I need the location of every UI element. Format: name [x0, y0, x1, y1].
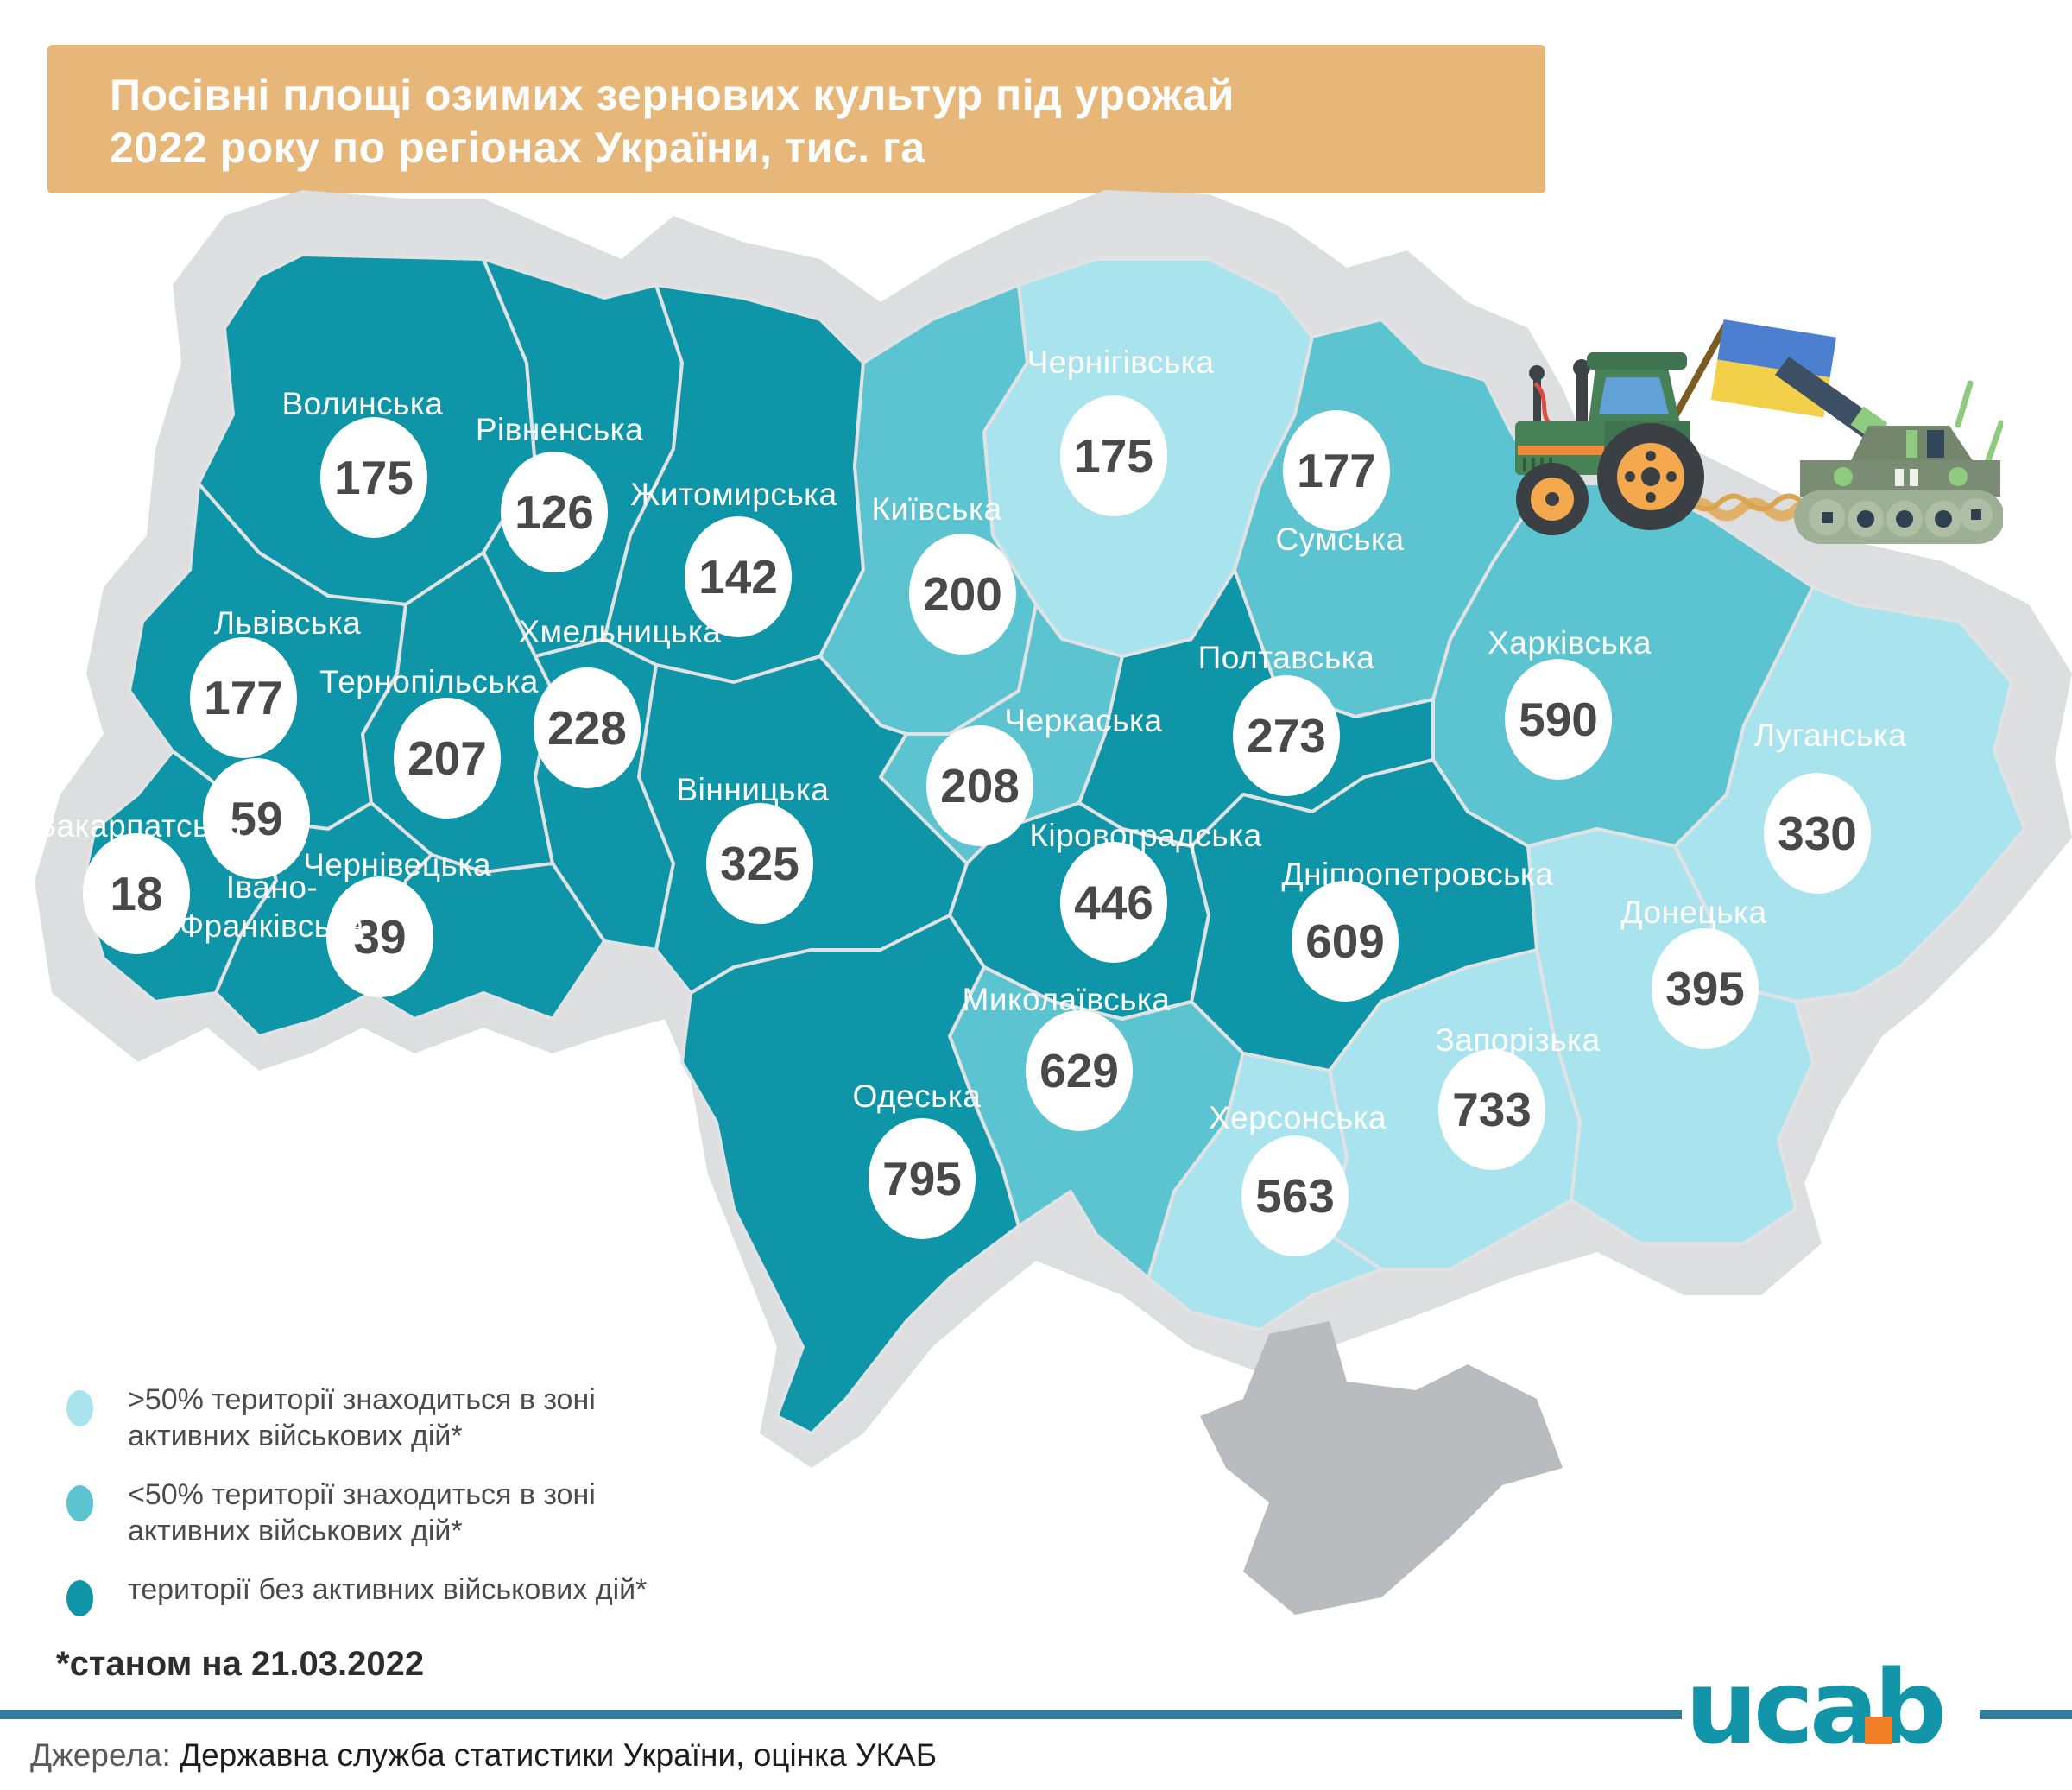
region-label: Вінницька: [676, 772, 830, 807]
legend-text: <50% території знаходиться в зоні активн…: [128, 1478, 596, 1547]
region-label: Полтавська: [1197, 640, 1375, 675]
region-value: 177: [1297, 444, 1376, 497]
legend-swatch-light-icon: [66, 1390, 93, 1426]
legend-swatch-dark-icon: [66, 1580, 93, 1616]
region-label: Житомирська: [630, 477, 837, 512]
region-value-badge: 228: [534, 667, 641, 788]
region-value-badge: 330: [1764, 773, 1871, 894]
region-value: 330: [1778, 806, 1857, 860]
region-value-badge: 126: [501, 452, 608, 572]
region-value: 795: [882, 1152, 962, 1205]
region-value-badge: 590: [1505, 659, 1612, 780]
region-value: 228: [547, 701, 627, 755]
region-label: Рівненська: [475, 412, 644, 447]
region-value: 126: [515, 485, 594, 539]
region-label: Закарпатська: [36, 808, 243, 844]
region-label: Івано-Франківська: [179, 870, 365, 944]
region-value-badge: 18: [83, 833, 190, 954]
region-value: 59: [230, 792, 283, 845]
region-label: Херсонська: [1208, 1100, 1387, 1135]
region-shape-odeska: [680, 914, 1020, 1435]
source-line: Джерела: Державна служба статистики Укра…: [30, 1737, 937, 1774]
region-value: 733: [1452, 1083, 1532, 1136]
region-value: 200: [923, 567, 1002, 621]
ucab-logo-text: ucab: [1685, 1648, 1947, 1767]
page-title-line1: Посівні площі озимих зернових культур пі…: [110, 71, 1235, 119]
region-value: 629: [1039, 1044, 1119, 1097]
legend-swatch-medium-icon: [66, 1485, 93, 1521]
region-label: Чернівецька: [303, 847, 491, 882]
region-value-badge: 142: [685, 516, 792, 637]
region-label: Миколаївська: [962, 982, 1171, 1017]
region-value: 39: [353, 910, 407, 964]
region-value-badge: 59: [203, 758, 310, 879]
region-value-badge: 208: [926, 725, 1033, 846]
footer-divider: [0, 1710, 2072, 1719]
region-value: 609: [1305, 914, 1385, 968]
region-value-badge: 446: [1060, 842, 1167, 963]
region-label: Одеська: [852, 1078, 982, 1114]
region-value: 395: [1665, 962, 1745, 1015]
region-label: Кіровоградська: [1029, 818, 1262, 853]
region-value: 18: [110, 867, 163, 920]
region-value-badge: 273: [1233, 675, 1340, 796]
title-band: Посівні площі озимих зернових культур пі…: [47, 45, 1545, 193]
legend-item-more50: >50% території знаходиться в зоні активн…: [66, 1382, 843, 1454]
region-value: 325: [720, 837, 799, 890]
region-value-badge: 795: [869, 1118, 976, 1239]
region-label: Луганська: [1753, 718, 1907, 753]
source-text: Державна служба статистики України, оцін…: [170, 1737, 937, 1773]
ukraine-flag-icon: [1668, 319, 1837, 427]
region-label: Черкаська: [1004, 703, 1163, 738]
source-label: Джерела:: [30, 1737, 171, 1773]
region-value: 207: [407, 731, 487, 785]
ucab-logo: ucab: [1682, 1648, 1980, 1772]
region-value: 446: [1074, 876, 1153, 929]
legend-text: території без активних військових дій*: [128, 1573, 648, 1606]
region-value: 142: [698, 550, 778, 604]
region-value-badge: 207: [394, 698, 501, 819]
region-value-badge: 39: [326, 876, 433, 997]
region-label: Тернопільська: [319, 664, 539, 699]
region-value: 563: [1255, 1169, 1335, 1223]
region-value-badge: 563: [1241, 1135, 1349, 1256]
ucab-logo-orange-square-icon: [1865, 1717, 1892, 1744]
region-label: Львівська: [213, 605, 362, 641]
region-label: Чернігівська: [1027, 345, 1215, 380]
region-label: Волинська: [281, 386, 444, 421]
tractor-tank-illustration: [1515, 319, 2003, 544]
region-value-badge: 177: [1283, 410, 1390, 531]
tank-icon: [1775, 357, 2003, 544]
region-value-badge: 325: [706, 803, 813, 924]
region-label: Харківська: [1488, 625, 1652, 661]
region-value-badge: 175: [320, 417, 427, 538]
legend-item-none: території без активних військових дій*: [66, 1572, 843, 1616]
region-value: 177: [204, 671, 283, 724]
region-value: 175: [1074, 429, 1153, 483]
region-value-badge: 629: [1026, 1010, 1133, 1131]
region-label: Київська: [871, 491, 1002, 527]
region-label: Донецька: [1620, 895, 1767, 930]
region-label: Хмельницька: [518, 614, 722, 649]
region-value-badge: 175: [1060, 395, 1167, 516]
page-title-line2: 2022 року по регіонах України, тис. га: [110, 123, 925, 172]
tractor-icon: [1515, 352, 1704, 535]
legend-footnote: *станом на 21.03.2022: [56, 1645, 425, 1683]
legend-text: >50% території знаходиться в зоні активн…: [128, 1383, 596, 1452]
region-value-badge: 395: [1652, 928, 1759, 1049]
legend-item-less50: <50% території знаходиться в зоні активн…: [66, 1477, 843, 1549]
region-value: 590: [1519, 693, 1598, 746]
region-value: 273: [1247, 709, 1326, 762]
region-value-badge: 609: [1292, 881, 1399, 1002]
region-value: 175: [334, 451, 414, 504]
region-value-badge: 733: [1438, 1049, 1545, 1170]
region-value-badge: 200: [909, 534, 1016, 655]
region-label: Запорізька: [1435, 1022, 1601, 1058]
region-label: Дніпропетровська: [1281, 857, 1554, 892]
region-label: Сумська: [1275, 522, 1405, 557]
legend: >50% території знаходиться в зоні активн…: [66, 1382, 843, 1639]
crimea-silhouette: [1200, 1321, 1563, 1615]
region-value-badge: 177: [190, 637, 297, 758]
region-value: 208: [940, 759, 1020, 813]
